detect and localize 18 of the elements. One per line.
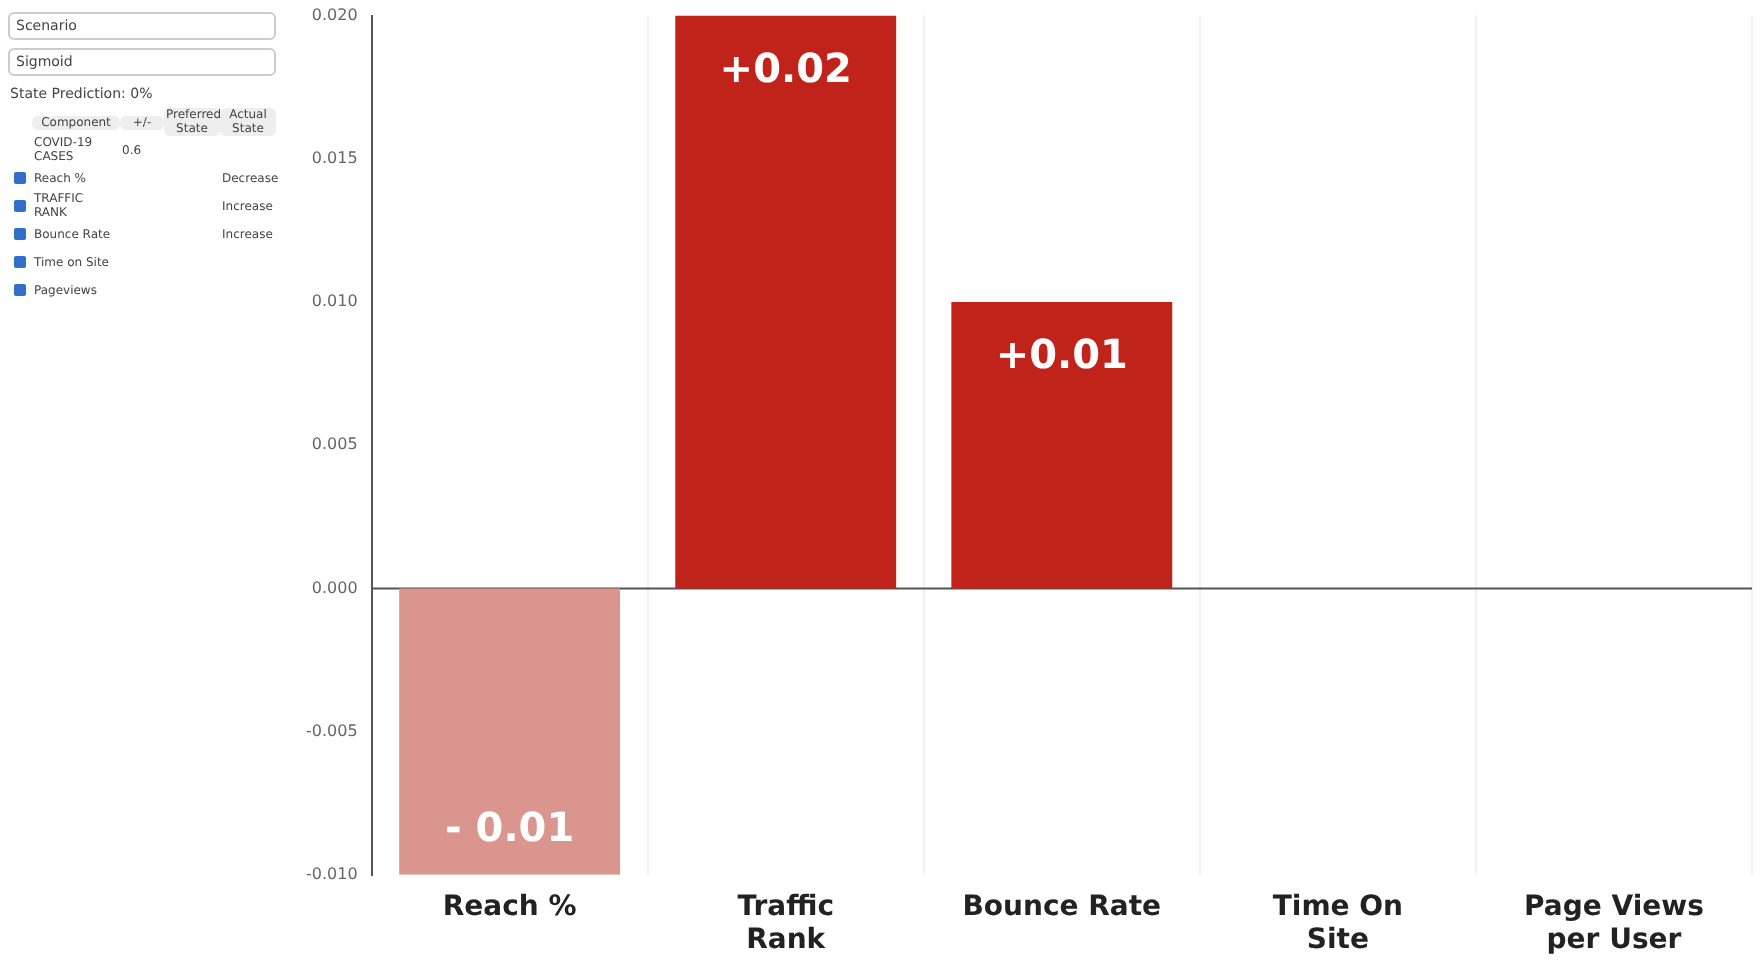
data-label: +0.02 — [719, 44, 852, 93]
y-tick-label: 0.005 — [311, 435, 358, 454]
x-tick-label: Page Views per User — [1524, 890, 1704, 957]
y-tick-label: 0.020 — [311, 5, 358, 24]
bar — [951, 302, 1173, 589]
bar — [675, 15, 897, 589]
y-tick-label: 0.000 — [311, 578, 358, 597]
y-tick-label: -0.005 — [305, 721, 358, 740]
x-tick-label: Reach % — [442, 890, 577, 923]
data-label: - 0.01 — [445, 803, 575, 852]
x-tick-label: Time On Site — [1272, 890, 1404, 957]
y-tick-label: -0.010 — [305, 864, 358, 883]
bar — [399, 588, 621, 875]
x-tick-label: Traffic Rank — [737, 890, 834, 957]
x-tick-label: Bounce Rate — [962, 890, 1162, 923]
y-tick-label: 0.010 — [311, 292, 358, 311]
y-tick-label: 0.015 — [311, 148, 358, 167]
data-label: +0.01 — [995, 330, 1128, 379]
